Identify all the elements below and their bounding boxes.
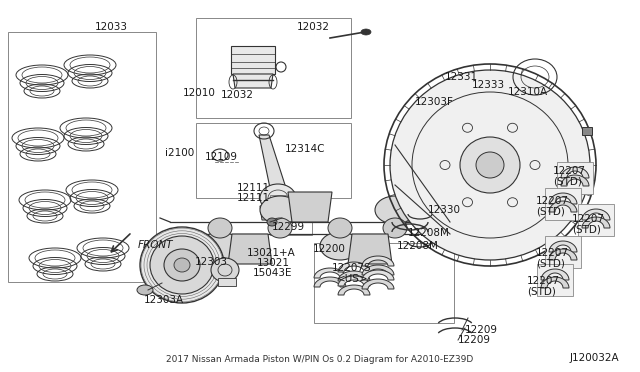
Polygon shape: [233, 74, 273, 88]
Polygon shape: [582, 209, 610, 220]
Bar: [218, 278, 236, 286]
Text: 12331: 12331: [445, 72, 478, 82]
Text: 12303A: 12303A: [144, 295, 184, 305]
Text: 12207S: 12207S: [332, 263, 372, 273]
Text: 12333: 12333: [472, 80, 505, 90]
Polygon shape: [561, 175, 589, 186]
Ellipse shape: [383, 218, 407, 238]
Polygon shape: [541, 277, 569, 288]
Text: 12111: 12111: [237, 183, 270, 193]
Text: 12314C: 12314C: [285, 144, 326, 154]
Text: 12208M: 12208M: [408, 228, 450, 238]
Polygon shape: [314, 268, 346, 278]
Text: 12207: 12207: [536, 248, 569, 258]
Ellipse shape: [211, 258, 239, 282]
Text: 12207: 12207: [553, 166, 586, 176]
Text: (STD): (STD): [553, 176, 582, 186]
Text: 12209: 12209: [458, 335, 491, 345]
Text: 12299: 12299: [272, 222, 305, 232]
Text: 12330: 12330: [428, 205, 461, 215]
Text: (STD): (STD): [527, 286, 556, 296]
Polygon shape: [549, 249, 577, 260]
Polygon shape: [362, 256, 394, 266]
Text: 12033: 12033: [95, 22, 128, 32]
Polygon shape: [260, 206, 296, 220]
Ellipse shape: [200, 232, 240, 260]
Text: 13021+A: 13021+A: [247, 248, 296, 258]
Text: (STD): (STD): [536, 258, 565, 268]
Ellipse shape: [174, 258, 190, 272]
Polygon shape: [314, 277, 346, 287]
Text: 12111: 12111: [237, 193, 270, 203]
Ellipse shape: [476, 152, 504, 178]
Polygon shape: [582, 128, 592, 135]
Text: 12303: 12303: [195, 257, 228, 267]
Polygon shape: [362, 270, 394, 280]
Ellipse shape: [150, 236, 214, 294]
Polygon shape: [549, 241, 577, 252]
Ellipse shape: [164, 249, 200, 281]
Polygon shape: [338, 271, 370, 281]
Bar: [8, 32, 156, 282]
Text: (STD): (STD): [536, 206, 565, 216]
Ellipse shape: [267, 218, 277, 226]
Text: 2017 Nissan Armada Piston W/PIN Os 0.2 Diagram for A2010-EZ39D: 2017 Nissan Armada Piston W/PIN Os 0.2 D…: [166, 355, 474, 364]
Bar: [196, 18, 351, 118]
Text: (STD): (STD): [572, 224, 601, 234]
Ellipse shape: [260, 184, 296, 212]
Bar: [270, 195, 312, 235]
Ellipse shape: [140, 227, 224, 303]
Text: 12208M: 12208M: [397, 241, 439, 251]
Text: 15043E: 15043E: [253, 268, 292, 278]
Polygon shape: [228, 234, 272, 264]
Text: i2100: i2100: [165, 148, 195, 158]
Polygon shape: [348, 234, 392, 264]
Ellipse shape: [375, 196, 415, 224]
Ellipse shape: [361, 29, 371, 35]
Text: 12200: 12200: [313, 244, 346, 254]
Text: 12032: 12032: [297, 22, 330, 32]
Polygon shape: [541, 269, 569, 280]
Text: 12032: 12032: [221, 90, 254, 100]
Ellipse shape: [137, 285, 153, 295]
Ellipse shape: [320, 232, 360, 260]
Polygon shape: [362, 279, 394, 289]
Polygon shape: [549, 193, 577, 204]
Bar: [557, 162, 593, 194]
Ellipse shape: [268, 218, 292, 238]
Ellipse shape: [328, 218, 352, 238]
Text: FRONT: FRONT: [138, 240, 173, 250]
Polygon shape: [338, 276, 370, 286]
Bar: [545, 236, 581, 268]
Bar: [537, 264, 573, 296]
Bar: [578, 204, 614, 236]
Text: 12010: 12010: [183, 88, 216, 98]
Polygon shape: [259, 135, 286, 188]
Text: 12303F: 12303F: [415, 97, 454, 107]
Bar: [196, 123, 351, 198]
Polygon shape: [549, 201, 577, 212]
Text: 12207: 12207: [527, 276, 560, 286]
Text: J120032A: J120032A: [570, 353, 620, 363]
Polygon shape: [338, 262, 370, 272]
Ellipse shape: [260, 196, 300, 224]
Bar: [314, 243, 454, 323]
Text: <US>: <US>: [337, 274, 369, 284]
Polygon shape: [288, 192, 332, 222]
Text: 13021: 13021: [257, 258, 290, 268]
Polygon shape: [561, 167, 589, 178]
Polygon shape: [338, 285, 370, 295]
Text: 12207: 12207: [572, 214, 605, 224]
Text: 12109: 12109: [205, 152, 238, 162]
Text: 12310A: 12310A: [508, 87, 548, 97]
Ellipse shape: [208, 218, 232, 238]
Text: 12207: 12207: [536, 196, 569, 206]
Polygon shape: [231, 46, 275, 74]
Polygon shape: [362, 265, 394, 275]
Polygon shape: [582, 217, 610, 228]
Ellipse shape: [390, 70, 590, 260]
Bar: [545, 188, 581, 220]
Text: 12209: 12209: [465, 325, 498, 335]
Ellipse shape: [460, 137, 520, 193]
